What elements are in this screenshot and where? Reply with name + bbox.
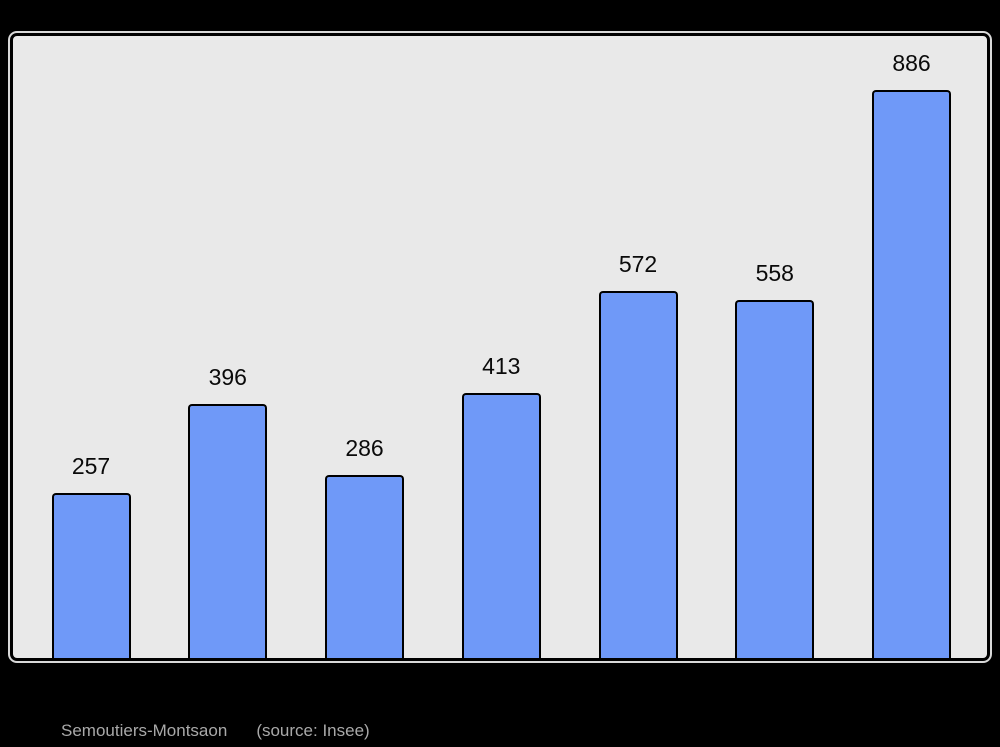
chart-caption: Semoutiers-Montsaon (source: Insee) <box>61 720 370 742</box>
caption-source: (source: Insee) <box>256 721 370 740</box>
chart-frame: 257 396 286 413 572 558 886 <box>10 33 990 661</box>
bar-value-label: 572 <box>618 251 658 277</box>
bar-value-label: 286 <box>345 435 384 461</box>
bar-value-label: 886 <box>892 50 931 76</box>
bar <box>598 291 678 658</box>
bar <box>325 475 404 658</box>
plot-area: 257 396 286 413 572 558 886 <box>13 36 987 658</box>
bar-value-label: 413 <box>482 353 521 379</box>
bar-value-label: 558 <box>755 260 794 286</box>
bar <box>872 90 951 658</box>
bar-value-label: 257 <box>71 453 111 479</box>
bar <box>735 300 815 658</box>
bar <box>461 393 541 658</box>
caption-title: Semoutiers-Montsaon <box>61 721 228 740</box>
bar <box>51 493 131 658</box>
bar-value-label: 396 <box>208 364 247 390</box>
bar <box>188 404 268 658</box>
